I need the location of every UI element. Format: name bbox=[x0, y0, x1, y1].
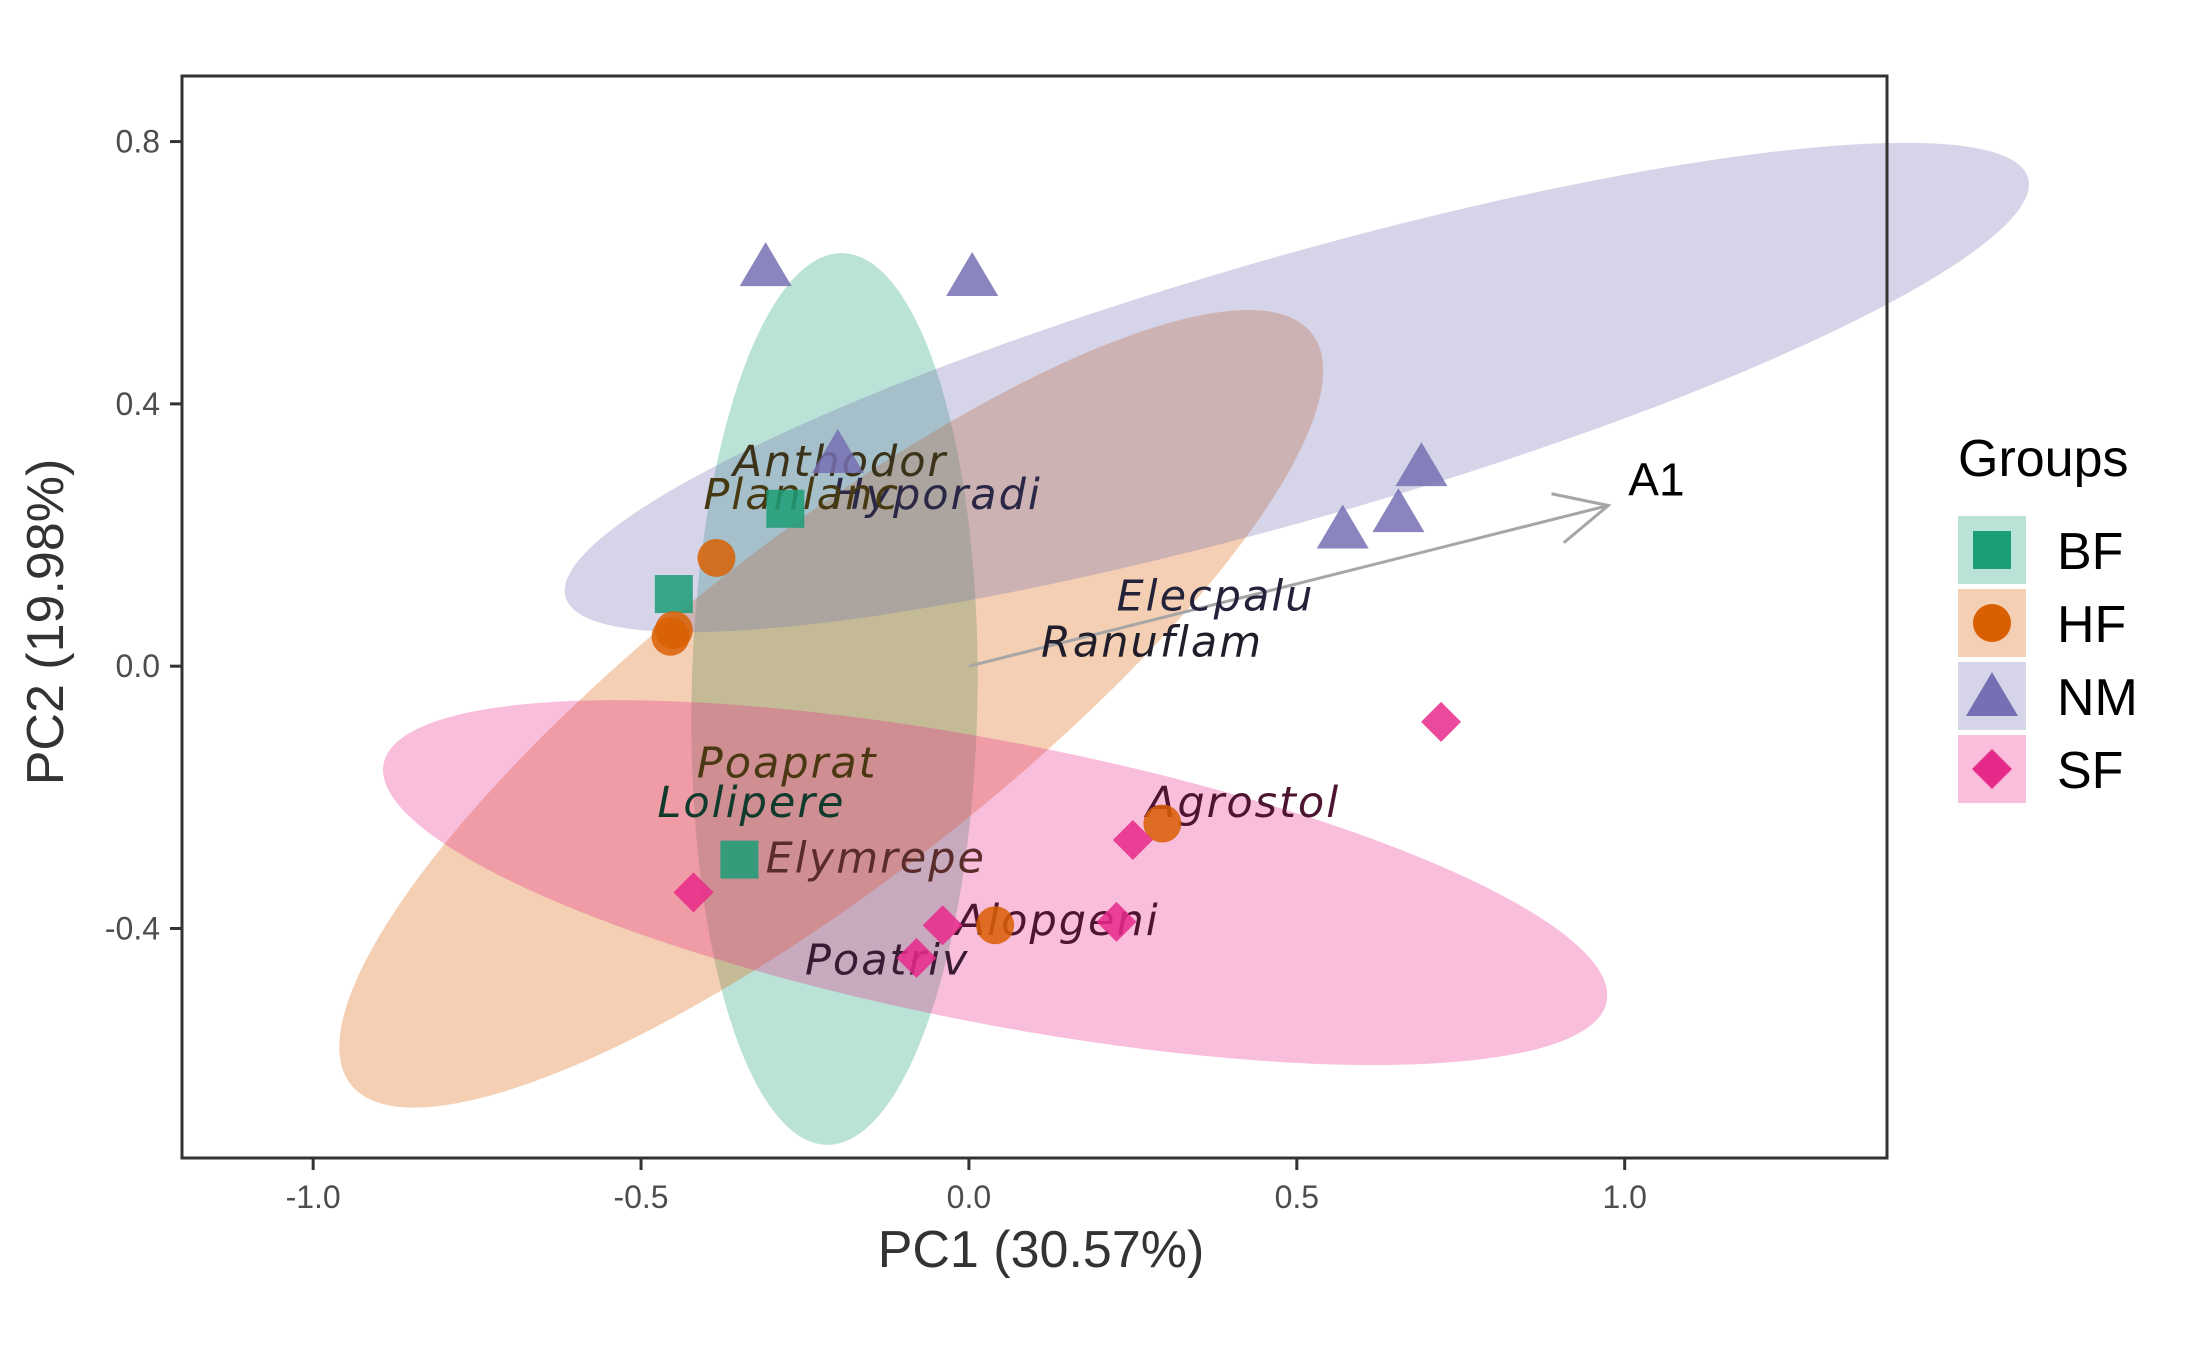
species-label-elecpalu: Elecpalu bbox=[1116, 571, 1314, 621]
point-bf bbox=[766, 489, 805, 528]
species-label-lolipere: Lolipere bbox=[657, 778, 845, 828]
point-nm bbox=[811, 429, 864, 474]
point-nm bbox=[1372, 488, 1425, 533]
vector-label-a1: A1 bbox=[1628, 454, 1684, 506]
legend-title: Groups bbox=[1958, 430, 2129, 488]
legend-label-nm: NM bbox=[2057, 669, 2138, 727]
y-axis: -0.4 0.0 0.4 0.8 bbox=[105, 124, 182, 946]
point-hf bbox=[651, 617, 690, 656]
ellipse-layer bbox=[339, 142, 2029, 1145]
x-axis-title: PC1 (30.57%) bbox=[878, 1221, 1205, 1279]
x-tick-label: 0.0 bbox=[947, 1179, 991, 1215]
point-nm bbox=[1395, 442, 1448, 487]
ellipse-hf bbox=[339, 310, 1324, 1108]
point-layer bbox=[651, 242, 1462, 978]
point-hf bbox=[976, 906, 1015, 945]
y-axis-title: PC2 (19.98%) bbox=[17, 459, 75, 786]
species-label-hyporadi: Hyporadi bbox=[831, 470, 1042, 520]
point-nm bbox=[739, 242, 792, 287]
y-tick-label: -0.4 bbox=[105, 910, 160, 946]
point-nm bbox=[946, 252, 999, 297]
species-label-elymrepe: Elymrepe bbox=[766, 834, 986, 884]
vector-arrowhead-a1 bbox=[1551, 492, 1612, 544]
legend-label-bf: BF bbox=[2057, 523, 2123, 581]
point-sf bbox=[673, 872, 714, 913]
ellipse-bf bbox=[691, 253, 978, 1145]
vector-layer: A1 bbox=[968, 454, 1685, 668]
point-bf bbox=[720, 840, 759, 879]
legend-symbol-nm bbox=[1966, 672, 2018, 716]
ellipse-nm bbox=[564, 142, 2029, 633]
species-label-poaprat: Poaprat bbox=[697, 739, 878, 789]
species-label-poatriv: Poatriv bbox=[805, 935, 970, 985]
ellipse-sf bbox=[383, 700, 1608, 1066]
y-tick-label: 0.0 bbox=[116, 648, 160, 684]
legend-symbol-bf bbox=[1973, 531, 2011, 569]
y-tick-label: 0.4 bbox=[116, 386, 160, 422]
x-tick-label: -1.0 bbox=[286, 1179, 341, 1215]
species-label-ranuflam: Ranuflam bbox=[1041, 617, 1263, 667]
point-hf bbox=[697, 538, 736, 577]
plot-panel-border bbox=[180, 74, 1889, 1160]
x-tick-label: 0.5 bbox=[1275, 1179, 1319, 1215]
point-hf bbox=[1143, 804, 1182, 843]
y-tick-label: 0.8 bbox=[116, 124, 160, 160]
point-sf bbox=[1112, 819, 1153, 860]
point-bf bbox=[654, 575, 693, 614]
legend-symbol-sf bbox=[1972, 749, 2012, 789]
point-sf bbox=[1096, 901, 1137, 942]
legend: Groups BF HF NM SF bbox=[1958, 430, 2138, 803]
legend-label-sf: SF bbox=[2057, 742, 2123, 800]
point-sf bbox=[922, 905, 963, 946]
x-tick-label: -0.5 bbox=[613, 1179, 668, 1215]
legend-symbol-hf bbox=[1973, 604, 2011, 642]
x-tick-label: 1.0 bbox=[1602, 1179, 1646, 1215]
point-sf bbox=[896, 937, 937, 978]
x-axis: -1.0 -0.5 0.0 0.5 1.0 bbox=[286, 1158, 1647, 1215]
point-nm bbox=[1316, 504, 1369, 549]
point-sf bbox=[1421, 701, 1462, 742]
vector-line-a1 bbox=[968, 504, 1609, 668]
legend-label-hf: HF bbox=[2057, 596, 2126, 654]
